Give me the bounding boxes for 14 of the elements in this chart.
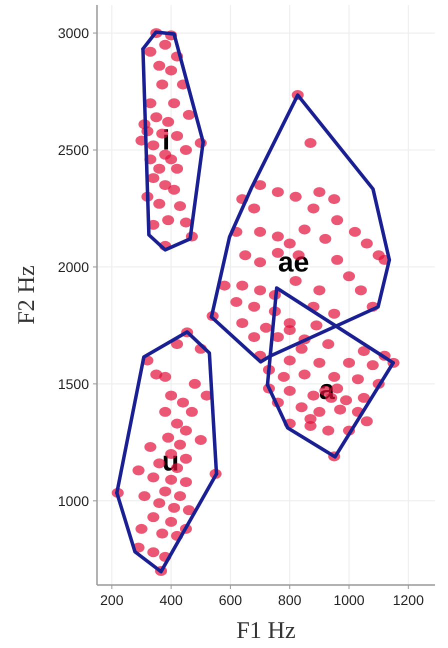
x-tick-label: 800 (278, 592, 302, 608)
y-tick-label: 1500 (58, 376, 90, 392)
y-tick-label: 1000 (58, 492, 90, 509)
y-axis-title: F2 Hz (14, 265, 40, 325)
x-tick-label: 600 (218, 592, 242, 608)
y-tick-label: 2500 (58, 142, 90, 158)
y-tick-label: 3000 (58, 25, 90, 42)
x-tick-label: 1000 (333, 592, 365, 608)
x-axis-title: F1 Hz (236, 618, 296, 644)
series-label: ae (278, 246, 310, 278)
x-tick-label: 1200 (392, 592, 424, 608)
x-tick-label: 400 (159, 592, 184, 608)
y-tick-label: 2000 (58, 258, 90, 275)
x-tick-label: 200 (100, 592, 124, 608)
